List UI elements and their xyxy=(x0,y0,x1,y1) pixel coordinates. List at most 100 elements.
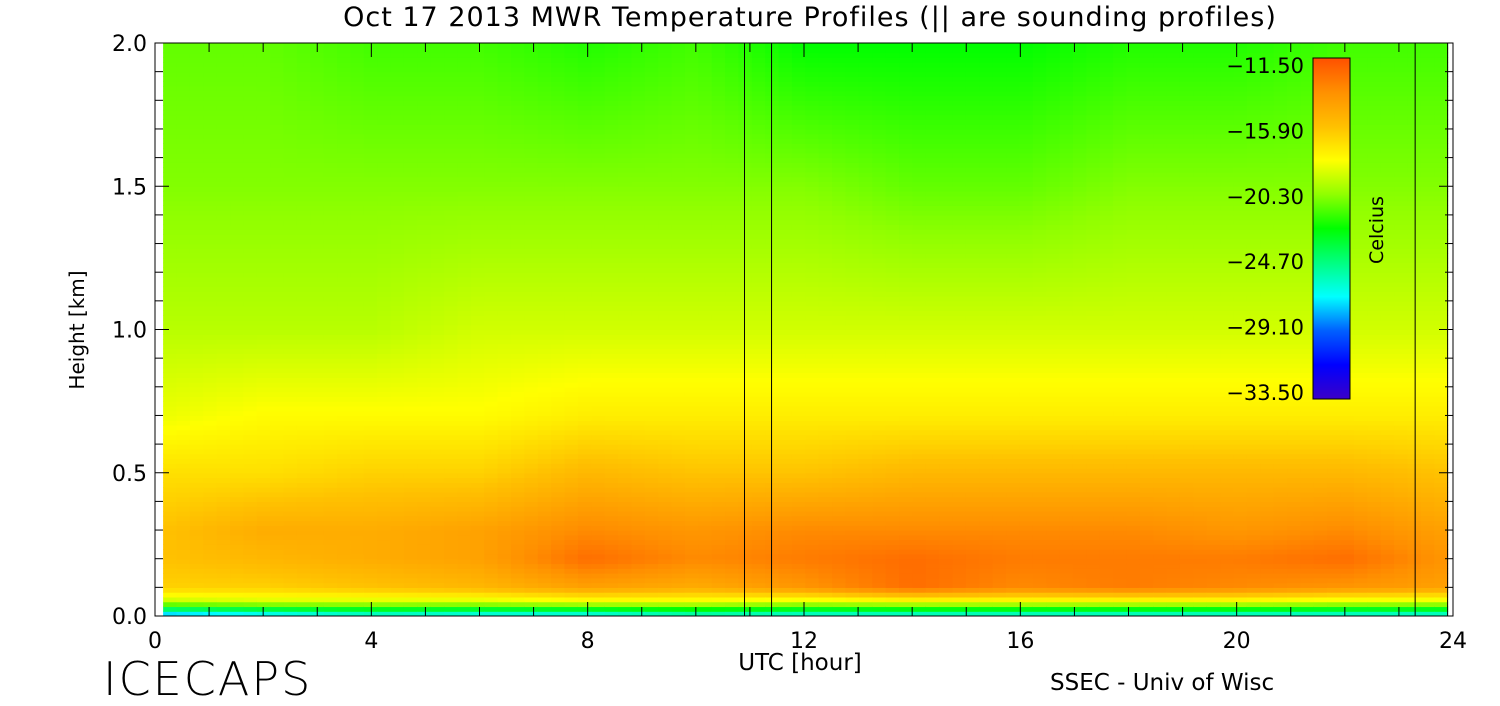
heatmap-cell xyxy=(230,501,244,507)
heatmap-cell xyxy=(671,167,686,173)
heatmap-cell xyxy=(484,453,499,460)
heatmap-cell xyxy=(564,501,579,507)
heatmap-cell xyxy=(444,396,459,402)
heatmap-cell xyxy=(163,525,178,531)
heatmap-cell xyxy=(524,401,539,407)
heatmap-cell xyxy=(203,334,218,340)
heatmap-cell xyxy=(203,248,218,254)
heatmap-cell xyxy=(470,587,485,593)
heatmap-cell xyxy=(618,339,633,345)
heatmap-cell xyxy=(216,444,231,450)
heatmap-cell xyxy=(658,329,673,335)
heatmap-cell xyxy=(671,501,686,507)
heatmap-cell xyxy=(551,162,566,168)
heatmap-cell xyxy=(189,343,204,350)
heatmap-cell xyxy=(270,339,285,345)
heatmap-cell xyxy=(444,205,459,211)
heatmap-cell xyxy=(497,553,512,560)
heatmap-cell xyxy=(457,286,472,292)
heatmap-cell xyxy=(510,358,525,364)
heatmap-cell xyxy=(658,148,673,154)
heatmap-cell xyxy=(270,558,285,565)
heatmap-cell xyxy=(350,219,365,226)
heatmap-cell xyxy=(363,339,378,345)
heatmap-cell xyxy=(591,563,606,569)
heatmap-cell xyxy=(618,458,633,464)
heatmap-cell xyxy=(270,367,285,374)
heatmap-cell xyxy=(377,520,392,526)
heatmap-cell xyxy=(484,95,499,101)
heatmap-cell xyxy=(403,553,418,560)
heatmap-cell xyxy=(350,191,365,197)
heatmap-cell xyxy=(189,568,204,574)
heatmap-cell xyxy=(577,472,592,479)
heatmap-cell xyxy=(698,85,713,92)
heatmap-cell xyxy=(644,162,659,168)
heatmap-cell xyxy=(444,491,459,498)
heatmap-cell xyxy=(604,425,619,431)
heatmap-cell xyxy=(256,319,271,326)
heatmap-cell xyxy=(350,558,365,565)
heatmap-cell xyxy=(363,425,378,431)
heatmap-cell xyxy=(230,525,244,531)
heatmap-cell xyxy=(631,491,646,498)
heatmap-cell xyxy=(644,386,659,393)
heatmap-cell xyxy=(323,243,338,249)
heatmap-cell xyxy=(631,138,646,144)
heatmap-cell xyxy=(497,577,512,584)
heatmap-cell xyxy=(296,401,311,407)
heatmap-cell xyxy=(363,434,378,440)
heatmap-cell xyxy=(510,596,525,603)
heatmap-cell xyxy=(470,530,485,536)
heatmap-cell xyxy=(671,553,686,560)
heatmap-cell xyxy=(430,219,445,226)
heatmap-cell xyxy=(323,286,338,292)
heatmap-cell xyxy=(296,348,311,354)
heatmap-cell xyxy=(243,520,258,526)
heatmap-cell xyxy=(684,439,699,445)
heatmap-cell xyxy=(497,606,512,612)
heatmap-cell xyxy=(497,62,512,68)
heatmap-cell xyxy=(390,109,405,116)
heatmap-cell xyxy=(189,367,204,374)
heatmap-cell xyxy=(283,262,298,269)
heatmap-cell xyxy=(457,200,472,206)
heatmap-cell xyxy=(604,377,619,383)
heatmap-cell xyxy=(430,71,445,78)
heatmap-cell xyxy=(551,128,566,135)
heatmap-cell xyxy=(216,181,231,187)
heatmap-cell xyxy=(176,611,191,616)
heatmap-cell xyxy=(377,71,392,78)
heatmap-cell xyxy=(591,534,606,541)
heatmap-cell xyxy=(604,362,619,369)
heatmap-cell xyxy=(711,582,726,588)
heatmap-cell xyxy=(444,81,459,87)
heatmap-cell xyxy=(684,496,699,502)
heatmap-cell xyxy=(390,229,405,235)
heatmap-cell xyxy=(551,582,566,588)
heatmap-cell xyxy=(524,377,539,383)
heatmap-cell xyxy=(377,152,392,159)
heatmap-cell xyxy=(510,191,525,197)
heatmap-cell xyxy=(323,429,338,436)
heatmap-cell xyxy=(189,291,204,297)
heatmap-cell xyxy=(470,496,485,502)
heatmap-cell xyxy=(537,568,552,574)
heatmap-cell xyxy=(323,434,338,440)
heatmap-cell xyxy=(631,181,646,187)
heatmap-cell xyxy=(163,367,178,374)
heatmap-cell xyxy=(256,90,271,97)
heatmap-cell xyxy=(537,133,552,140)
heatmap-cell xyxy=(497,200,512,206)
heatmap-cell xyxy=(524,362,539,369)
heatmap-cell xyxy=(350,262,365,269)
heatmap-cell xyxy=(216,138,231,144)
heatmap-cell xyxy=(390,124,405,130)
heatmap-cell xyxy=(577,81,592,87)
heatmap-cell xyxy=(310,210,325,216)
heatmap-cell xyxy=(337,573,352,579)
heatmap-cell xyxy=(390,300,405,307)
heatmap-cell xyxy=(497,482,512,488)
heatmap-cell xyxy=(176,319,191,326)
heatmap-cell xyxy=(283,334,298,340)
